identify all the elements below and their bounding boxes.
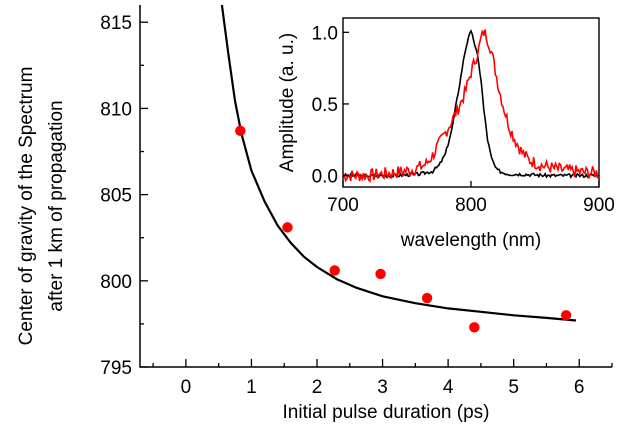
inset-plot: 700 800 900 0.0 0.5 1.0 wavelength (nm) Amplitu… (277, 17, 615, 251)
data-point (235, 125, 246, 137)
data-point (469, 322, 480, 333)
x-tick-label: 5 (508, 377, 519, 398)
inset-x-axis-label: wavelength (nm) (400, 230, 541, 251)
data-point (560, 310, 572, 321)
x-tick-label: 3 (377, 377, 388, 398)
x-tick-label: 2 (312, 377, 323, 398)
y-axis-label-line-1: Center of gravity of the Spectrum (16, 67, 37, 346)
x-tick-label: 6 (574, 377, 585, 398)
x-tick-label: 0 (181, 377, 192, 398)
y-axis-label-line-2: after 1 km of propagation (46, 100, 67, 311)
x-tick-label: 4 (443, 377, 454, 398)
y-tick-label: 800 (100, 272, 132, 293)
data-point (329, 265, 340, 276)
inset-x-tick-label: 900 (583, 195, 615, 216)
inset-y-tick-label: 0.0 (312, 167, 338, 188)
input-spectrum-line (342, 29, 600, 179)
y-tick-label: 795 (100, 358, 132, 379)
main-plot: 0 1 2 3 4 5 6 795 800 805 810 815 Initial pulse dura… (16, 4, 613, 423)
inset-x-tick-label: 700 (327, 195, 359, 216)
x-tick-label: 1 (246, 377, 257, 398)
inset-x-tick-label: 800 (455, 195, 487, 216)
output-spectrum-line (342, 29, 600, 184)
inset-y-tick-label: 0.5 (312, 95, 338, 116)
x-axis-label: Initial pulse duration (ps) (283, 402, 490, 423)
y-tick-label: 810 (100, 99, 132, 120)
inset-y-tick-label: 1.0 (312, 23, 338, 44)
data-point (375, 268, 386, 280)
inset-y-axis-label: Amplitude (a. u.) (277, 33, 298, 172)
inset-frame (342, 17, 600, 188)
data-point (421, 292, 433, 304)
data-point (282, 222, 293, 233)
y-tick-label: 805 (100, 186, 132, 207)
y-tick-label: 815 (100, 13, 132, 34)
